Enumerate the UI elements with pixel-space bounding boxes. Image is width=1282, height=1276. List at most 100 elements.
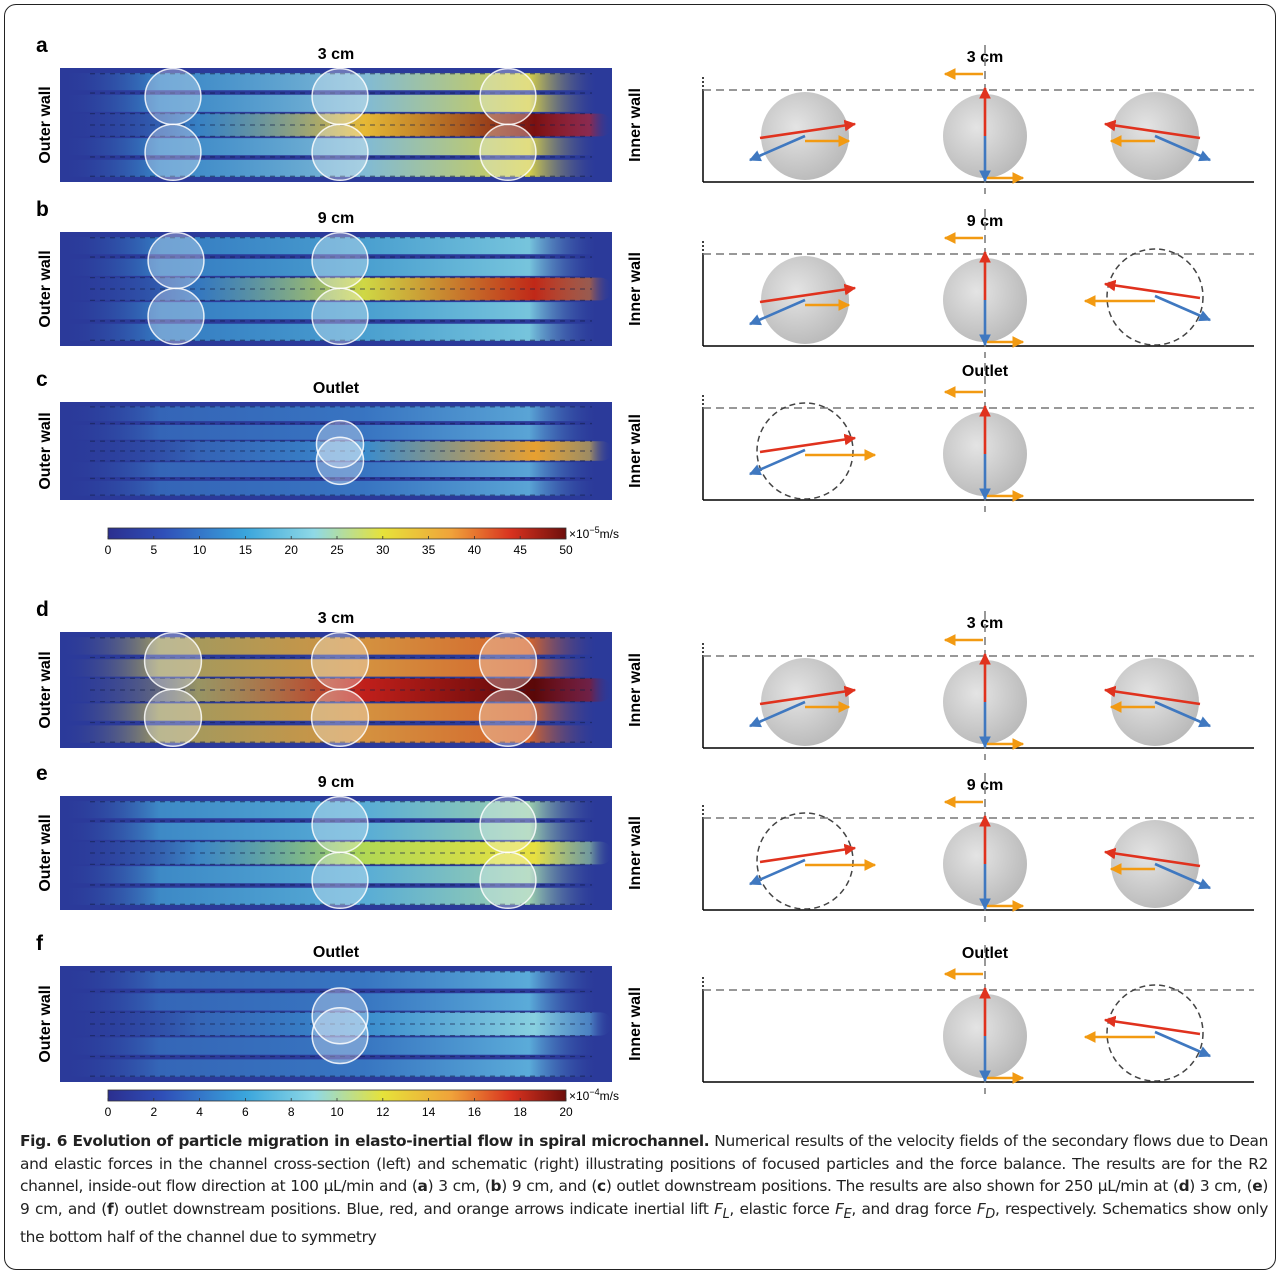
particle bbox=[480, 69, 536, 125]
heatmap-title: Outlet bbox=[313, 380, 360, 397]
unit-exponent: −5 bbox=[589, 525, 599, 535]
particle bbox=[480, 852, 536, 908]
particle bbox=[480, 124, 536, 180]
colorbar-tick-label: 50 bbox=[559, 543, 573, 557]
colorbar-tick-label: 14 bbox=[422, 1105, 436, 1119]
force-arrow bbox=[750, 450, 805, 474]
caption-text: , elastic force bbox=[729, 1200, 835, 1218]
heatmap-title: Outlet bbox=[313, 944, 360, 961]
wall-label: Outer wall bbox=[37, 86, 54, 163]
panel-label: e bbox=[36, 762, 48, 785]
unit-suffix: m/s bbox=[600, 527, 619, 541]
colorbar-tick-label: 2 bbox=[150, 1105, 157, 1119]
caption-text: ) outlet downstream positions. Blue, red… bbox=[113, 1200, 714, 1218]
wall-label: Inner wall bbox=[627, 653, 644, 727]
colorbar-tick-label: 30 bbox=[376, 543, 390, 557]
colorbar-unit: ×10−5m/s bbox=[569, 525, 619, 541]
particle bbox=[145, 633, 202, 690]
particle bbox=[145, 69, 201, 125]
caption-ref: e bbox=[1252, 1177, 1262, 1195]
force-arrow bbox=[1105, 1020, 1200, 1034]
colorbar-tick-label: 35 bbox=[422, 543, 436, 557]
colorbar-tick-label: 10 bbox=[330, 1105, 344, 1119]
symbol: F bbox=[835, 1200, 844, 1218]
force-arrow bbox=[760, 848, 855, 862]
panel-label: a bbox=[36, 34, 48, 57]
particle bbox=[148, 233, 204, 289]
panel-label: d bbox=[36, 598, 49, 621]
caption-title: Fig. 6 Evolution of particle migration i… bbox=[20, 1132, 709, 1150]
wall-label: Outer wall bbox=[37, 985, 54, 1062]
velocity-band bbox=[60, 406, 612, 421]
colorbar-tick-label: 10 bbox=[193, 543, 207, 557]
caption-ref: d bbox=[1179, 1177, 1190, 1195]
unit-prefix: ×10 bbox=[569, 527, 590, 541]
caption-ref: c bbox=[597, 1177, 606, 1195]
wall-label: Outer wall bbox=[37, 651, 54, 728]
colorbar-unit: ×10−4m/s bbox=[569, 1087, 619, 1103]
colorbar-tick-label: 0 bbox=[105, 1105, 112, 1119]
heatmap-title: 9 cm bbox=[318, 210, 354, 227]
colorbar-tick-label: 5 bbox=[150, 543, 157, 557]
panel-label: c bbox=[36, 368, 48, 391]
unit-suffix: m/s bbox=[600, 1089, 619, 1103]
colorbar-tick-label: 8 bbox=[288, 1105, 295, 1119]
particle bbox=[148, 288, 204, 344]
particle bbox=[480, 633, 537, 690]
subscript: D bbox=[985, 1207, 995, 1222]
colorbar-tick-label: 45 bbox=[514, 543, 528, 557]
particle bbox=[480, 797, 536, 853]
panel-label: f bbox=[36, 932, 44, 955]
wall-label: Inner wall bbox=[627, 88, 644, 162]
colorbar-tick-label: 0 bbox=[105, 543, 112, 557]
particle bbox=[312, 797, 368, 853]
colorbar-tick-label: 20 bbox=[285, 543, 299, 557]
particle bbox=[312, 288, 368, 344]
force-arrow bbox=[1105, 284, 1200, 298]
colorbar-tick-label: 25 bbox=[330, 543, 344, 557]
colorbar-tick-label: 6 bbox=[242, 1105, 249, 1119]
heatmap-title: 3 cm bbox=[318, 610, 354, 627]
wall-label: Outer wall bbox=[37, 814, 54, 891]
page: { "panels": [ {"label": "a", "heatmap_ti… bbox=[0, 0, 1282, 1276]
colorbar-tick-label: 20 bbox=[559, 1105, 573, 1119]
colorbar-tick-label: 16 bbox=[468, 1105, 482, 1119]
caption-text: ) 3 cm, ( bbox=[428, 1177, 491, 1195]
colorbar-tick-label: 15 bbox=[239, 543, 253, 557]
caption-ref: b bbox=[491, 1177, 502, 1195]
wall-label: Inner wall bbox=[627, 816, 644, 890]
caption-text: ) 3 cm, ( bbox=[1189, 1177, 1252, 1195]
particle bbox=[312, 1008, 368, 1064]
particle bbox=[480, 689, 537, 746]
colorbar-tick-label: 4 bbox=[196, 1105, 203, 1119]
caption-text: , and drag force bbox=[851, 1200, 977, 1218]
particle bbox=[312, 852, 368, 908]
velocity-band bbox=[60, 971, 612, 988]
wall-label: Outer wall bbox=[37, 250, 54, 327]
wall-label: Inner wall bbox=[627, 987, 644, 1061]
wall-label: Outer wall bbox=[37, 412, 54, 489]
wall-label: Inner wall bbox=[627, 252, 644, 326]
particle bbox=[312, 69, 368, 125]
symbol: F bbox=[714, 1200, 723, 1218]
particle bbox=[312, 633, 369, 690]
colorbar-tick-label: 12 bbox=[376, 1105, 390, 1119]
caption-text: ) 9 cm, and ( bbox=[501, 1177, 597, 1195]
colorbar-tick-label: 18 bbox=[514, 1105, 528, 1119]
force-arrow bbox=[760, 438, 855, 452]
unit-prefix: ×10 bbox=[569, 1089, 590, 1103]
heatmap-title: 9 cm bbox=[318, 774, 354, 791]
particle bbox=[312, 689, 369, 746]
colorbar-tick-label: 40 bbox=[468, 543, 482, 557]
particle bbox=[145, 689, 202, 746]
unit-exponent: −4 bbox=[589, 1087, 599, 1097]
particle bbox=[312, 124, 368, 180]
caption-text: ) outlet downstream positions. The resul… bbox=[606, 1177, 1179, 1195]
wall-label: Inner wall bbox=[627, 414, 644, 488]
particle bbox=[145, 124, 201, 180]
panel-label: b bbox=[36, 198, 49, 221]
particle bbox=[312, 233, 368, 289]
particle bbox=[316, 437, 363, 484]
caption-ref: a bbox=[418, 1177, 428, 1195]
